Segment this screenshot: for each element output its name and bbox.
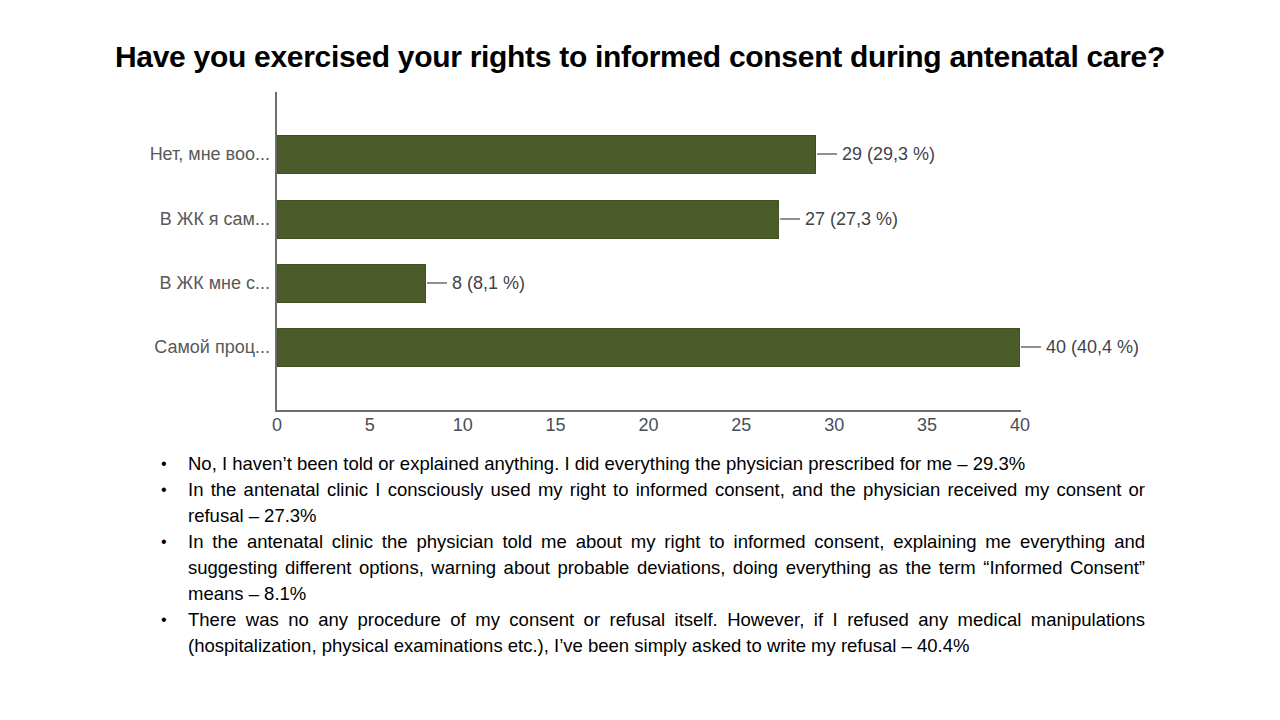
bullet-icon: • [161,529,167,555]
x-tick-label: 35 [917,415,937,436]
bullet-text: There was no any procedure of my consent… [188,609,1145,656]
bullet-text: No, I haven’t been told or explained any… [188,453,1025,474]
x-axis-line [275,410,1021,412]
x-tick-label: 0 [272,415,282,436]
category-label: Самой проц... [60,336,270,358]
bar [277,200,779,239]
bullet-text: In the antenatal clinic the physician to… [188,531,1145,604]
list-item: • There was no any procedure of my conse… [188,607,1145,659]
bullet-text: In the antenatal clinic I consciously us… [188,479,1145,526]
value-label: 27 (27,3 %) [805,200,898,239]
x-tick-label: 20 [638,415,658,436]
callout-line [427,282,447,284]
bullet-icon: • [161,477,167,503]
bar [277,264,426,303]
list-item: • In the antenatal clinic I consciously … [188,477,1145,529]
x-tick-label: 30 [824,415,844,436]
bullet-list: • No, I haven’t been told or explained a… [188,451,1145,659]
callout-line [780,218,800,220]
x-tick-label: 40 [1010,415,1030,436]
x-tick-label: 10 [453,415,473,436]
bar [277,328,1020,367]
bar [277,135,816,174]
value-label: 40 (40,4 %) [1046,328,1139,367]
bullet-icon: • [161,451,167,477]
list-item: • No, I haven’t been told or explained a… [188,451,1145,477]
value-label: 8 (8,1 %) [452,264,525,303]
list-item: • In the antenatal clinic the physician … [188,529,1145,607]
callout-line [1021,346,1041,348]
category-label: В ЖК мне с... [60,272,270,294]
x-tick-label: 15 [546,415,566,436]
bar-chart: Нет, мне воо... 29 (29,3 %) В ЖК я сам... 2… [0,0,1280,450]
value-label: 29 (29,3 %) [842,135,935,174]
slide: Have you exercised your rights to inform… [0,0,1280,720]
x-tick-label: 5 [365,415,375,436]
category-label: В ЖК я сам... [60,208,270,230]
callout-line [817,153,837,155]
category-label: Нет, мне воо... [60,143,270,165]
x-tick-label: 25 [731,415,751,436]
bullet-icon: • [161,607,167,633]
